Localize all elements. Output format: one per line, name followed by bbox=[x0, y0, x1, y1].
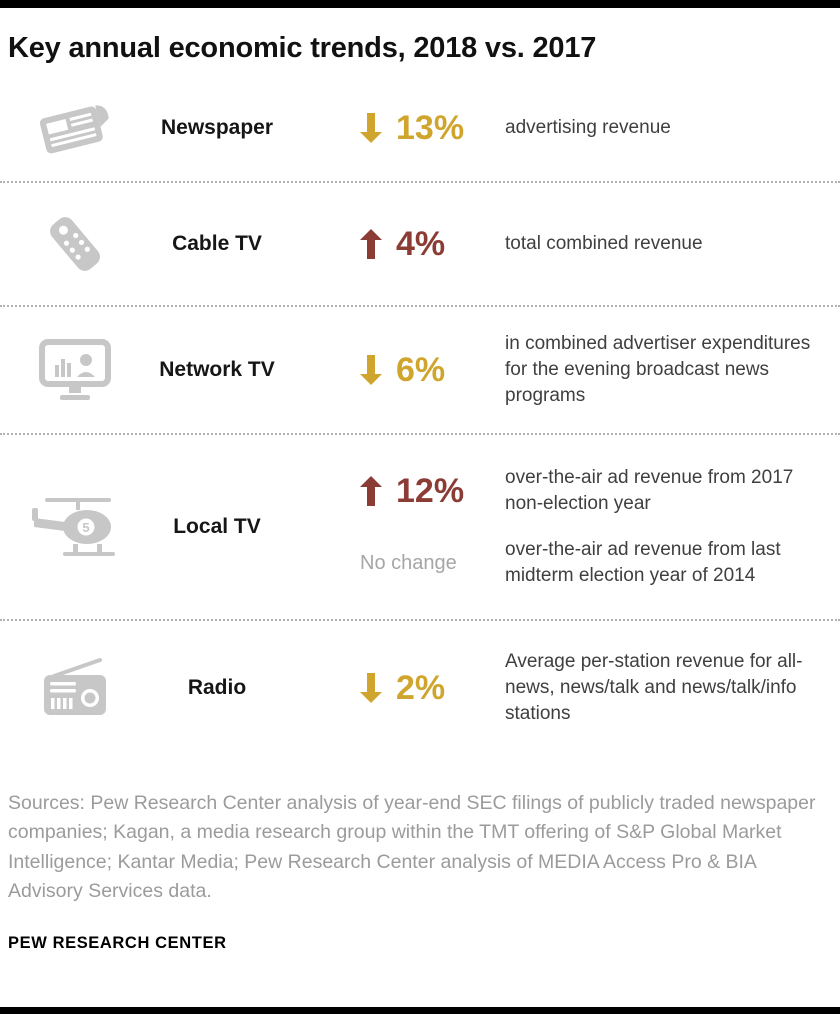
trend-entry: 4% total combined revenue bbox=[292, 227, 832, 261]
trend-value: No change bbox=[360, 551, 457, 574]
row-local-tv: 5 Local TV 12% over-the-air ad revenue f… bbox=[8, 435, 832, 619]
media-label: Radio bbox=[187, 676, 247, 700]
top-bar bbox=[0, 0, 840, 8]
svg-text:5: 5 bbox=[82, 520, 89, 535]
dotted-divider bbox=[0, 433, 840, 436]
down-arrow-icon bbox=[360, 355, 382, 386]
footer-brand: PEW RESEARCH CENTER bbox=[8, 934, 227, 953]
up-arrow-icon bbox=[360, 476, 382, 507]
row-cable-tv: Cable TV 4% total combined revenue bbox=[8, 183, 832, 305]
trend-description: in combined advertiser expenditures for … bbox=[505, 333, 811, 407]
page-title: Key annual economic trends, 2018 vs. 201… bbox=[8, 32, 597, 64]
trend-description: over-the-air ad revenue from 2017 non-el… bbox=[505, 467, 794, 515]
media-label: Newspaper bbox=[160, 116, 274, 139]
dotted-divider bbox=[0, 181, 840, 183]
trend-description: Average per-station revenue for all-news… bbox=[505, 651, 803, 725]
network-tv-icon bbox=[39, 339, 111, 401]
trend-entry: 13% advertising revenue bbox=[292, 111, 832, 145]
row-newspaper: Newspaper 13% advertising revenue bbox=[8, 75, 832, 181]
radio-icon bbox=[44, 658, 106, 716]
dotted-divider bbox=[0, 305, 840, 307]
sources-note: Sources: Pew Research Center analysis of… bbox=[8, 792, 816, 902]
media-label: Local TV bbox=[173, 515, 261, 539]
row-network-tv: Network TV 6% in combined advertiser exp… bbox=[8, 307, 832, 433]
row-radio: Radio 2% Average per-station revenue for… bbox=[8, 621, 832, 755]
trend-entry: 12% over-the-air ad revenue from 2017 no… bbox=[292, 465, 832, 517]
trend-value: 4% bbox=[396, 225, 446, 263]
newspaper-icon bbox=[39, 105, 109, 154]
bottom-bar bbox=[0, 1007, 840, 1014]
helicopter-icon: 5 bbox=[32, 498, 115, 557]
dotted-divider bbox=[0, 619, 840, 622]
up-arrow-icon bbox=[360, 229, 382, 259]
media-label: Network TV bbox=[159, 358, 275, 382]
remote-icon bbox=[50, 217, 100, 271]
down-arrow-icon bbox=[360, 113, 382, 143]
trend-entry: No change over-the-air ad revenue from l… bbox=[292, 537, 832, 589]
down-arrow-icon bbox=[360, 673, 382, 704]
trend-value: 12% bbox=[396, 472, 465, 511]
trend-value: 13% bbox=[396, 109, 465, 147]
trend-entry: 6% in combined advertiser expenditures f… bbox=[292, 331, 832, 409]
media-label: Cable TV bbox=[172, 232, 262, 255]
trend-description: over-the-air ad revenue from last midter… bbox=[505, 539, 781, 587]
trend-description: advertising revenue bbox=[505, 116, 671, 138]
trend-description: total combined revenue bbox=[505, 232, 703, 254]
infographic: Key annual economic trends, 2018 vs. 201… bbox=[0, 8, 840, 987]
trend-value: 6% bbox=[396, 351, 446, 390]
trend-value: 2% bbox=[396, 669, 446, 708]
trend-entry: 2% Average per-station revenue for all-n… bbox=[292, 649, 832, 727]
